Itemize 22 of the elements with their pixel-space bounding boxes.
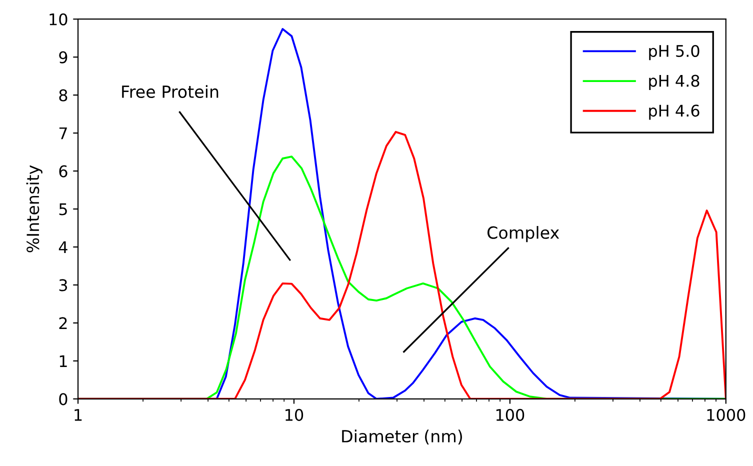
x-axis-title: Diameter (nm)	[342, 430, 462, 444]
y-tick-label: 5	[59, 203, 67, 216]
legend-label: pH 4.6	[649, 104, 700, 120]
annotation: Free Protein	[122, 85, 218, 98]
y-tick-label: 10	[50, 13, 68, 26]
y-tick-label: 1	[60, 355, 67, 367]
legend-label: pH 4.8	[649, 74, 700, 90]
y-tick-label: 0	[59, 393, 68, 406]
y-tick-label: 9	[59, 51, 68, 64]
y-tick-label: 6	[59, 165, 68, 178]
legend-label: pH 5.0	[649, 44, 700, 60]
y-tick-label: 7	[59, 127, 67, 140]
y-tick-label: 8	[59, 89, 68, 102]
x-tick-label: 1	[74, 409, 82, 421]
x-tick-label: 1000	[707, 408, 746, 421]
x-tick-label: 100	[496, 408, 524, 421]
y-tick-label: 4	[58, 241, 68, 254]
y-axis-title: %Intensity	[26, 165, 42, 252]
annotation: Complex	[487, 226, 560, 242]
y-tick-label: 3	[59, 279, 68, 292]
x-tick-label: 10	[286, 408, 304, 421]
y-tick-label: 2	[59, 317, 67, 330]
